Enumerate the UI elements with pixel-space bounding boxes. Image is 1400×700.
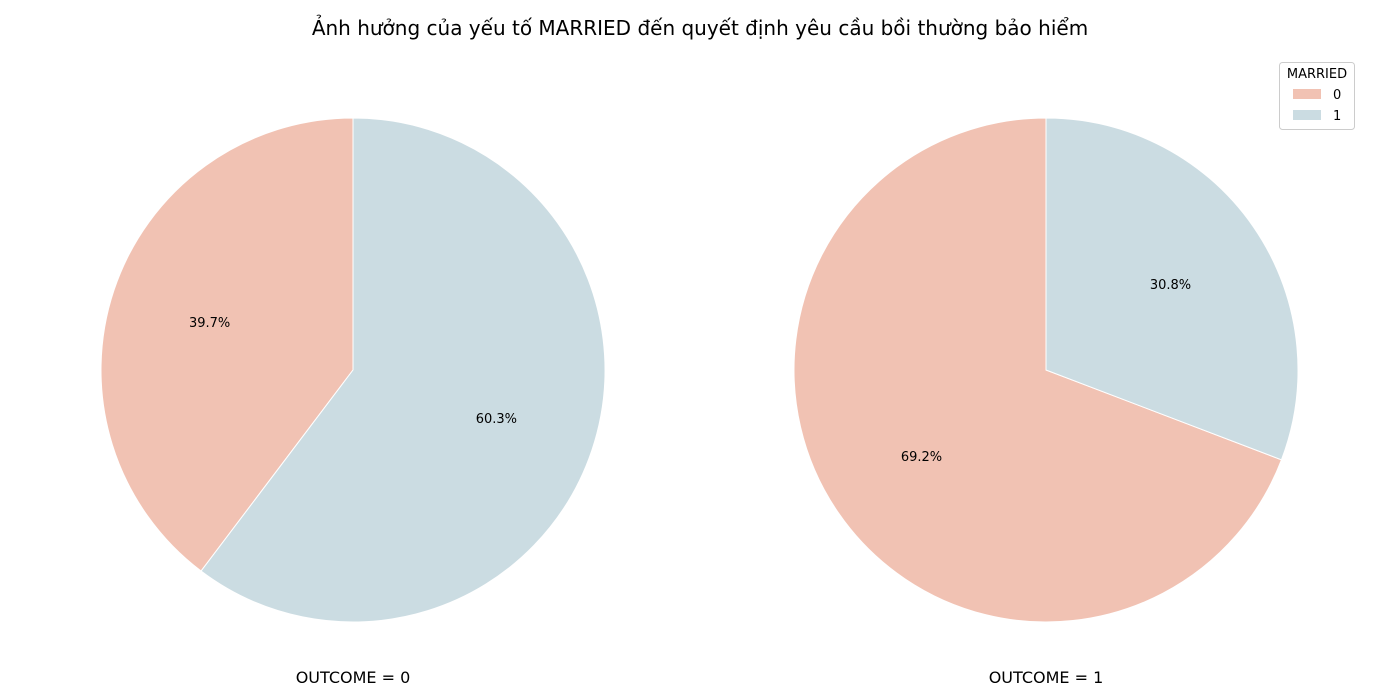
chart-title: Ảnh hưởng của yếu tố MARRIED đến quyết đ… <box>312 15 1088 40</box>
legend-swatch-0 <box>1293 89 1321 99</box>
legend-label-1: 1 <box>1333 109 1341 124</box>
pie-0-slice-married-1-pct-label: 60.3% <box>476 412 517 427</box>
pie-0-slice-married-0-pct-label: 39.7% <box>189 316 230 331</box>
legend-title: MARRIED <box>1287 67 1347 82</box>
pie-0-slice-married-1 <box>200 117 606 623</box>
pie-1-slice-married-0-pct-label: 69.2% <box>901 450 942 465</box>
pie-chart-outcome-1: 69.2% 30.8% OUTCOME = 1 <box>793 117 1299 687</box>
pie-chart-outcome-0: 39.7% 60.3% OUTCOME = 0 <box>100 117 606 687</box>
pie-0-slice-married-0 <box>100 117 354 572</box>
legend-label-0: 0 <box>1333 88 1341 103</box>
legend: MARRIED 0 1 <box>1279 62 1355 130</box>
pie-1-slice-married-0 <box>793 117 1283 623</box>
pie-1-slice-married-1-pct-label: 30.8% <box>1150 278 1191 293</box>
legend-swatch-1 <box>1293 110 1321 120</box>
pie-chart-outcome-0-label: OUTCOME = 0 <box>296 668 411 687</box>
pie-1-slice-married-1 <box>1045 117 1299 461</box>
pie-chart-outcome-1-label: OUTCOME = 1 <box>989 668 1104 687</box>
